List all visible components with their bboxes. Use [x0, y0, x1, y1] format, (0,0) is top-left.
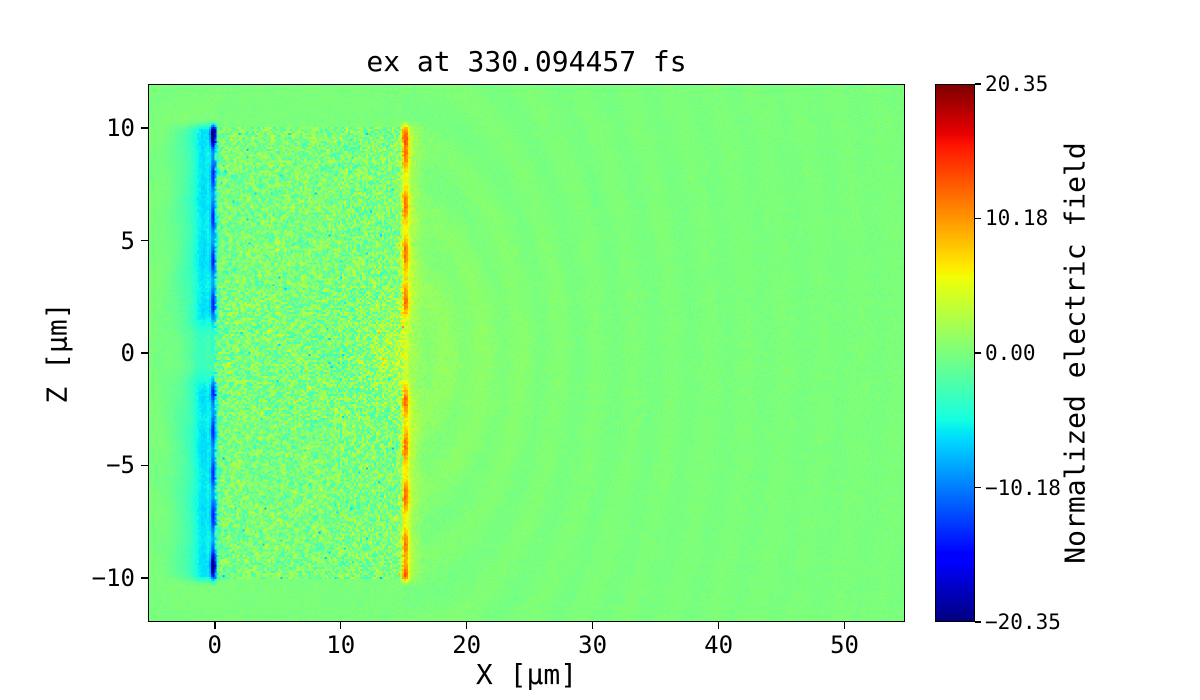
x-tick-mark: [843, 622, 846, 629]
colorbar-tick-label: 0.00: [985, 341, 1036, 365]
y-tick-mark: [141, 127, 148, 129]
colorbar-tick-label: 20.35: [985, 72, 1049, 96]
y-tick-mark: [141, 352, 148, 354]
x-tick-label: 10: [326, 631, 356, 659]
colorbar-tick-label: −20.35: [985, 610, 1061, 634]
colorbar-tick-mark: [975, 83, 981, 85]
plot-title: ex at 330.094457 fs: [366, 45, 687, 78]
y-tick-label: −10: [91, 563, 135, 592]
x-tick-label: 20: [452, 631, 482, 659]
colorbar: [935, 84, 975, 622]
x-tick-mark: [591, 622, 594, 629]
y-tick-label: 10: [106, 114, 135, 143]
y-tick-mark: [141, 464, 148, 467]
y-tick-mark: [141, 577, 148, 579]
x-axis-label: X [μm]: [475, 658, 578, 691]
colorbar-label: Normalized electric field: [1058, 142, 1092, 564]
x-tick-mark: [465, 622, 468, 629]
x-tick-mark: [214, 622, 216, 629]
colorbar-tick-mark: [975, 486, 981, 489]
x-tick-label: 40: [704, 631, 734, 659]
plot-area: [148, 84, 905, 622]
y-tick-label: 5: [120, 226, 135, 255]
x-tick-mark: [339, 622, 342, 629]
y-tick-label: 0: [120, 339, 135, 367]
heatmap-canvas: [149, 85, 904, 621]
colorbar-tick-mark: [975, 217, 981, 220]
x-tick-label: 0: [207, 631, 222, 659]
x-tick-label: 30: [578, 631, 608, 659]
colorbar-tick-label: 10.18: [985, 206, 1049, 231]
colorbar-tick-label: −10.18: [985, 475, 1061, 500]
x-tick-label: 50: [830, 631, 859, 659]
x-tick-mark: [717, 622, 720, 629]
y-tick-label: −5: [106, 451, 135, 480]
colorbar-tick-mark: [975, 621, 981, 623]
y-tick-mark: [141, 239, 148, 242]
colorbar-canvas: [936, 85, 974, 621]
colorbar-tick-mark: [975, 352, 981, 354]
